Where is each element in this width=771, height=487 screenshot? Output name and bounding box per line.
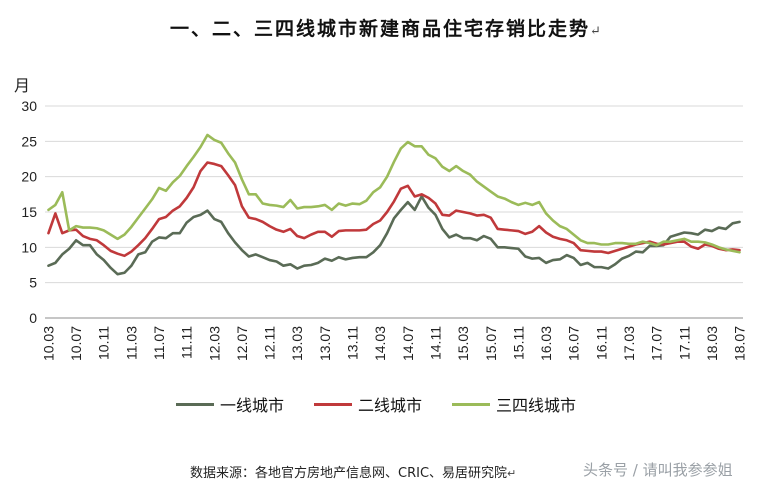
x-tick-label: 17.07: [649, 326, 665, 361]
x-tick-label: 14.11: [427, 326, 443, 360]
legend-swatch-tier2: [314, 402, 352, 406]
legend-label-tier34: 三四线城市: [496, 396, 577, 415]
legend-label-tier1: 一线城市: [220, 396, 285, 415]
y-tick-label: 10: [21, 239, 37, 255]
x-tick-label: 15.11: [510, 326, 526, 360]
gridlines: [45, 105, 743, 319]
legend: 一线城市 二线城市 三四线城市: [0, 392, 771, 416]
x-tick-label: 13.11: [345, 326, 361, 360]
x-tick-label: 15.03: [455, 326, 471, 361]
data-source-note: 数据来源：各地官方房地产信息网、CRIC、易居研究院↵: [190, 466, 517, 481]
x-tick-label: 16.11: [593, 326, 609, 360]
x-tick-label: 11.03: [123, 326, 139, 360]
x-tick-label: 13.03: [289, 326, 305, 361]
x-tick-label: 15.07: [483, 326, 499, 361]
y-tick-label: 5: [29, 275, 37, 291]
legend-item-tier2: 二线城市: [314, 392, 422, 416]
legend-item-tier34: 三四线城市: [452, 392, 576, 416]
watermark-text: 头条号 / 请叫我参参姐: [583, 461, 733, 479]
chart-title: 一、二、三四线城市新建商品住宅存销比走势↵: [170, 18, 601, 40]
x-tick-label: 18.07: [732, 326, 748, 361]
legend-label-tier2: 二线城市: [358, 396, 423, 415]
y-tick-labels: 0 5 10 15 20 25 30: [21, 98, 37, 326]
x-tick-label: 16.03: [538, 326, 554, 361]
legend-swatch-tier1: [176, 402, 214, 406]
series-lines: [47, 133, 741, 276]
paragraph-mark: ↵: [590, 24, 601, 39]
x-tick-label: 11.11: [179, 326, 195, 359]
x-tick-label: 14.07: [400, 326, 416, 361]
y-tick-label: 25: [21, 133, 37, 149]
series-line-2: [47, 161, 741, 258]
x-tick-label: 10.03: [40, 326, 56, 361]
x-tick-label: 17.03: [621, 326, 637, 361]
line-chart: 0 5 10 15 20 25 30 10.03 10.07 10.11 11.03 11.07 11…: [21, 98, 747, 361]
y-tick-label: 30: [21, 98, 37, 114]
x-tick-label: 12.07: [234, 326, 250, 361]
y-tick-label: 15: [21, 204, 37, 220]
y-tick-label: 20: [21, 169, 37, 185]
x-tick-label: 17.11: [676, 326, 692, 360]
x-tick-label: 10.11: [96, 326, 112, 360]
y-tick-label: 0: [29, 310, 37, 326]
x-tick-label: 13.07: [317, 326, 333, 361]
x-tick-label: 14.03: [372, 326, 388, 361]
x-tick-label: 11.07: [151, 326, 167, 360]
x-tick-labels: 10.03 10.07 10.11 11.03 11.07 11.11 12.03 12.07…: [40, 326, 747, 361]
x-tick-label: 10.07: [68, 326, 84, 361]
legend-swatch-tier34: [452, 402, 490, 406]
paragraph-mark: ↵: [507, 467, 517, 480]
x-tick-label: 16.07: [566, 326, 582, 361]
x-tick-label: 12.11: [262, 326, 278, 360]
series-line-1: [47, 195, 741, 276]
x-tick-label: 18.03: [704, 326, 720, 361]
x-tick-label: 12.03: [206, 326, 222, 361]
legend-item-tier1: 一线城市: [176, 392, 284, 416]
y-axis-label: 月: [14, 76, 31, 95]
series-line-3: [47, 133, 741, 254]
